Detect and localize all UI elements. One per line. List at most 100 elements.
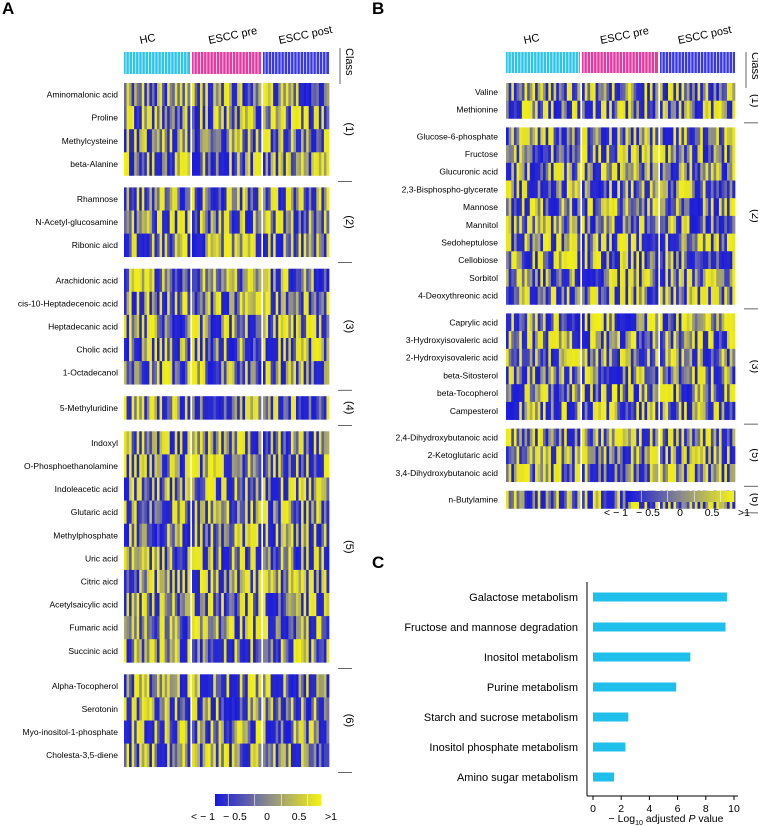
heatmap-a-legend-swatch bbox=[285, 794, 288, 806]
heatmap-a-cell bbox=[231, 477, 235, 501]
heatmap-a-cell bbox=[296, 338, 299, 362]
heatmap-b-cell bbox=[587, 215, 591, 234]
heatmap-a-cell bbox=[139, 477, 143, 501]
heatmap-b-cell bbox=[670, 251, 674, 270]
heatmap-b-cell bbox=[513, 384, 517, 403]
heatmap-b-cell bbox=[529, 464, 533, 483]
heatmap-a-cell bbox=[124, 268, 127, 293]
heatmap-b-cell bbox=[692, 233, 696, 252]
heatmap-a-cell bbox=[184, 268, 188, 293]
heatmap-b-cell bbox=[697, 313, 701, 332]
heatmap-a-cell bbox=[223, 106, 227, 130]
heatmap-b-cell bbox=[513, 180, 517, 199]
heatmap-b-row-label: 2,4-Dihydroxybutanoic acid bbox=[395, 432, 498, 442]
heatmap-a-cell bbox=[247, 338, 251, 362]
heatmap-a-cell bbox=[197, 233, 201, 258]
heatmap-a-row-label: Uric acid bbox=[85, 553, 118, 563]
heatmap-b-cell bbox=[700, 233, 704, 252]
heatmap-a-cell bbox=[231, 720, 235, 744]
heatmap-b-cell bbox=[702, 269, 706, 288]
heatmap-b-group-label: ESCC post bbox=[677, 24, 733, 47]
heatmap-a-cell bbox=[296, 83, 299, 107]
heatmap-b-cell bbox=[540, 384, 544, 403]
heatmap-a-cell bbox=[285, 361, 289, 385]
heatmap-b-legend-swatch bbox=[629, 491, 632, 502]
heatmap-a-cell bbox=[237, 106, 241, 130]
heatmap-a-cell bbox=[278, 187, 282, 211]
heatmap-b-cell bbox=[681, 180, 685, 199]
heatmap-b-cell bbox=[655, 446, 659, 465]
heatmap-a-cell bbox=[321, 569, 325, 594]
heatmap-b-cell bbox=[639, 180, 643, 199]
heatmap-b-cell bbox=[587, 446, 591, 465]
heatmap-b-cell bbox=[630, 401, 634, 420]
heatmap-b-cell bbox=[705, 100, 709, 119]
heatmap-b-cell bbox=[692, 100, 696, 119]
heatmap-a-cell bbox=[293, 431, 297, 455]
heatmap-b-cell bbox=[622, 162, 626, 181]
heatmap-b-cell bbox=[665, 348, 669, 367]
heatmap-b-cell bbox=[537, 145, 541, 164]
heatmap-a-cell bbox=[245, 338, 249, 362]
heatmap-b-cell bbox=[670, 100, 674, 119]
heatmap-b-cell bbox=[590, 215, 594, 234]
heatmap-b-cell bbox=[611, 215, 615, 234]
heatmap-a-cell bbox=[245, 106, 249, 130]
heatmap-a-cell bbox=[164, 233, 168, 258]
heatmap-b-cell bbox=[611, 464, 615, 483]
heatmap-a-cell bbox=[218, 743, 222, 768]
heatmap-b-cell bbox=[692, 127, 696, 146]
heatmap-b-cell bbox=[508, 233, 512, 252]
heatmap-b-cell bbox=[609, 401, 613, 420]
heatmap-a-cell bbox=[162, 396, 165, 420]
heatmap-b-cell bbox=[516, 100, 520, 119]
heatmap-b-cell bbox=[702, 215, 706, 234]
heatmap-b-cell bbox=[595, 269, 599, 288]
heatmap-b-cell bbox=[521, 428, 525, 447]
bar-c-x-axis-label: − Log10 adjusted P value bbox=[609, 813, 724, 826]
heatmap-b-cell bbox=[639, 384, 643, 403]
heatmap-b-cell bbox=[636, 348, 640, 367]
heatmap-b-cell bbox=[553, 100, 557, 119]
heatmap-a-cell bbox=[288, 431, 292, 455]
heatmap-a-cell bbox=[239, 523, 243, 548]
heatmap-a-cell bbox=[187, 233, 191, 258]
heatmap-b-cell bbox=[553, 180, 557, 199]
heatmap-b-cell bbox=[545, 313, 549, 332]
heatmap-b-band-stripe bbox=[680, 52, 682, 73]
heatmap-a-band-stripe bbox=[274, 52, 276, 74]
heatmap-a-cell bbox=[313, 454, 317, 478]
heatmap-b-cell bbox=[721, 269, 725, 288]
heatmap-b-cell bbox=[724, 127, 728, 146]
heatmap-a-cell bbox=[149, 106, 153, 130]
heatmap-a-cell bbox=[308, 268, 312, 293]
heatmap-b-cell bbox=[603, 286, 607, 305]
heatmap-a-cell bbox=[215, 697, 219, 721]
heatmap-b-cell bbox=[508, 127, 512, 146]
heatmap-a-cell bbox=[162, 361, 165, 385]
heatmap-a-cell bbox=[149, 129, 153, 153]
heatmap-b-cell bbox=[609, 331, 613, 350]
heatmap-b-cell bbox=[527, 162, 531, 181]
heatmap-a-cell bbox=[172, 152, 176, 176]
heatmap-b-cell bbox=[628, 145, 632, 164]
heatmap-a-cell bbox=[326, 454, 330, 478]
heatmap-b-cell bbox=[587, 100, 591, 119]
heatmap-a-cell bbox=[129, 743, 132, 768]
heatmap-b-cell bbox=[689, 180, 693, 199]
heatmap-a-cell bbox=[159, 431, 163, 455]
heatmap-a-cell bbox=[273, 233, 277, 258]
heatmap-a-cell bbox=[308, 523, 312, 548]
heatmap-a-cell bbox=[311, 187, 315, 211]
heatmap-a-cell bbox=[205, 477, 209, 501]
heatmap-b-cell bbox=[592, 428, 596, 447]
heatmap-a-cell bbox=[151, 720, 155, 744]
heatmap-a-cell bbox=[316, 268, 320, 293]
heatmap-a-cell bbox=[159, 743, 163, 768]
heatmap-a-cell bbox=[316, 187, 320, 211]
heatmap-b-cell bbox=[660, 286, 664, 305]
heatmap-b-cell bbox=[535, 100, 539, 119]
heatmap-b-cell bbox=[556, 269, 560, 288]
heatmap-b-cell bbox=[716, 162, 720, 181]
heatmap-a-legend-swatch bbox=[312, 794, 315, 806]
